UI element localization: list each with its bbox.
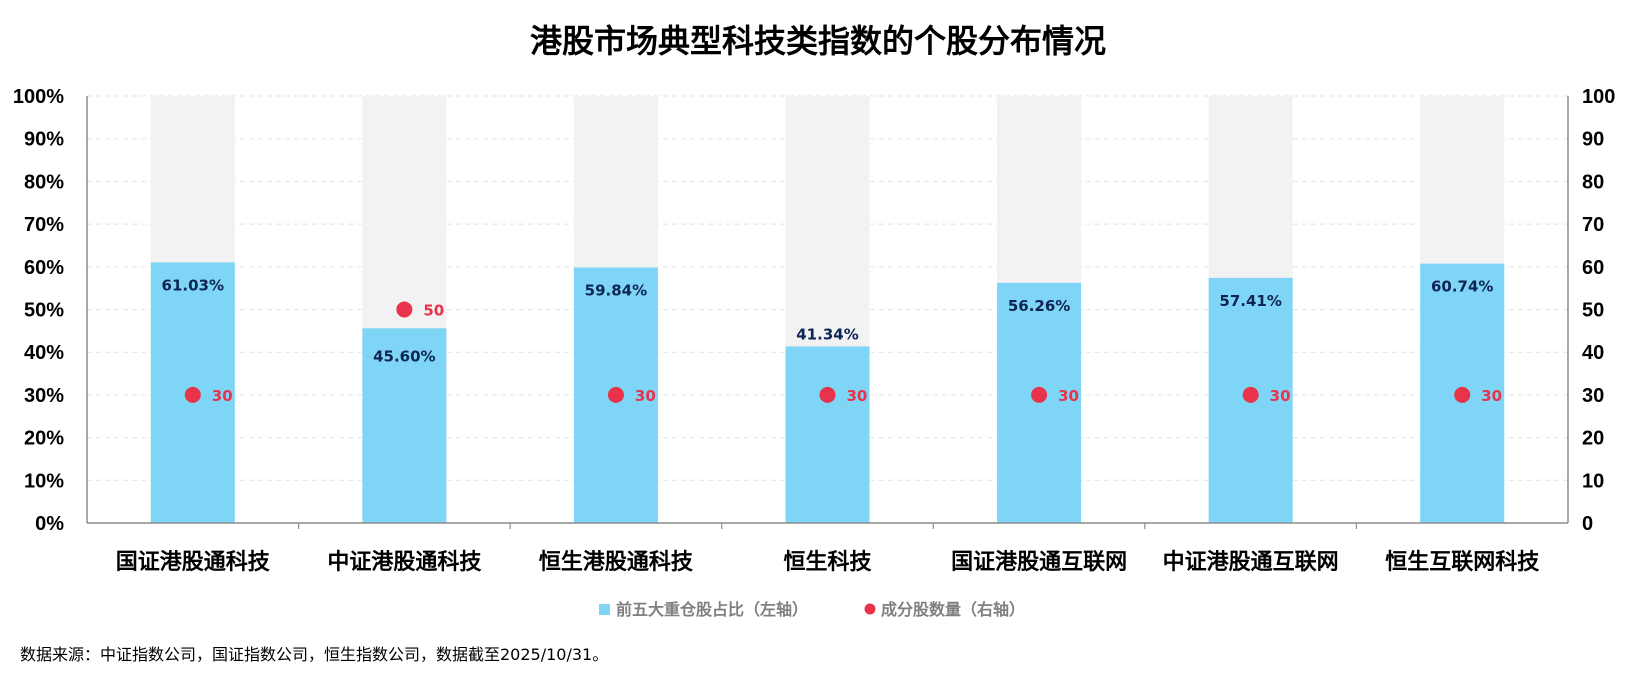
y-left-tick-label: 80% xyxy=(24,171,64,193)
y-left-tick-label: 90% xyxy=(24,129,64,151)
bar xyxy=(785,346,870,523)
dot-value-label: 30 xyxy=(1058,387,1079,405)
x-tick-label: 恒生港股通科技 xyxy=(539,549,694,575)
dot xyxy=(607,386,624,403)
chart-title: 港股市场典型科技类指数的个股分布情况 xyxy=(530,22,1106,60)
dot-value-label: 30 xyxy=(1270,387,1291,405)
dot-value-label: 30 xyxy=(635,387,656,405)
y-right-tick-label: 100 xyxy=(1582,86,1615,108)
bar-value-label: 61.03% xyxy=(162,276,224,294)
dot xyxy=(184,386,201,403)
y-right-tick-label: 60 xyxy=(1582,257,1604,279)
y-left-tick-label: 30% xyxy=(24,385,64,407)
y-right-tick-label: 90 xyxy=(1582,129,1604,151)
y-right-tick-label: 40 xyxy=(1582,342,1604,364)
y-left-tick-label: 50% xyxy=(24,300,64,322)
dot xyxy=(1031,386,1048,403)
x-tick-label: 恒生互联网科技 xyxy=(1385,549,1540,575)
y-left-tick-label: 10% xyxy=(24,470,64,492)
bar-value-label: 56.26% xyxy=(1008,297,1070,315)
y-left-tick-label: 60% xyxy=(24,257,64,279)
bar-value-label: 45.60% xyxy=(373,347,435,365)
y-right-tick-label: 70 xyxy=(1582,214,1604,236)
bar-value-label: 59.84% xyxy=(585,281,647,299)
x-tick-label: 中证港股通科技 xyxy=(327,550,482,575)
x-tick-label: 国证港股通科技 xyxy=(116,550,271,575)
legend-label-dot: 成分股数量（右轴） xyxy=(881,600,1025,619)
bar-value-label: 57.41% xyxy=(1219,292,1281,310)
legend: 前五大重仓股占比（左轴） 成分股数量（右轴） xyxy=(599,600,1025,619)
data-labels: 61.03% 30 45.60% 50 59.84% 30 41.34% 30 56.26% 30… xyxy=(162,276,1503,404)
dot xyxy=(396,301,413,318)
dot-value-label: 30 xyxy=(212,387,233,405)
y-left-tick-label: 40% xyxy=(24,342,64,364)
dots xyxy=(184,301,1471,403)
bar xyxy=(362,328,447,523)
dot-value-label: 30 xyxy=(847,387,868,405)
axes: 0% 0 10% 10 20% 20 30% 30 40% 40 50% 50 60% 60 70% 70 80… xyxy=(13,86,1616,575)
x-tick-label: 中证港股通互联网 xyxy=(1163,550,1339,575)
y-right-tick-label: 50 xyxy=(1582,300,1604,322)
dot-value-label: 30 xyxy=(1481,387,1502,405)
bar-value-label: 60.74% xyxy=(1431,278,1493,296)
y-right-tick-label: 10 xyxy=(1582,470,1604,492)
x-tick-label: 国证港股通互联网 xyxy=(951,550,1127,575)
y-right-tick-label: 30 xyxy=(1582,385,1604,407)
dot xyxy=(1454,386,1471,403)
source-note: 数据来源：中证指数公司，国证指数公司，恒生指数公司，数据截至2025/10/31… xyxy=(20,645,608,664)
x-tick-label: 恒生科技 xyxy=(783,549,872,575)
dot xyxy=(819,386,836,403)
legend-swatch-dot xyxy=(864,603,876,615)
y-right-tick-label: 80 xyxy=(1582,171,1604,193)
bar-value-label: 41.34% xyxy=(796,325,858,343)
y-right-tick-label: 20 xyxy=(1582,428,1604,450)
y-left-tick-label: 70% xyxy=(24,214,64,236)
y-left-tick-label: 100% xyxy=(13,86,64,108)
dot-value-label: 50 xyxy=(423,302,444,320)
y-left-tick-label: 0% xyxy=(35,513,64,535)
dot xyxy=(1242,386,1259,403)
legend-swatch-bar xyxy=(599,604,610,615)
y-right-tick-label: 0 xyxy=(1582,513,1593,535)
y-left-tick-label: 20% xyxy=(24,428,64,450)
legend-label-bar: 前五大重仓股占比（左轴） xyxy=(616,600,808,619)
